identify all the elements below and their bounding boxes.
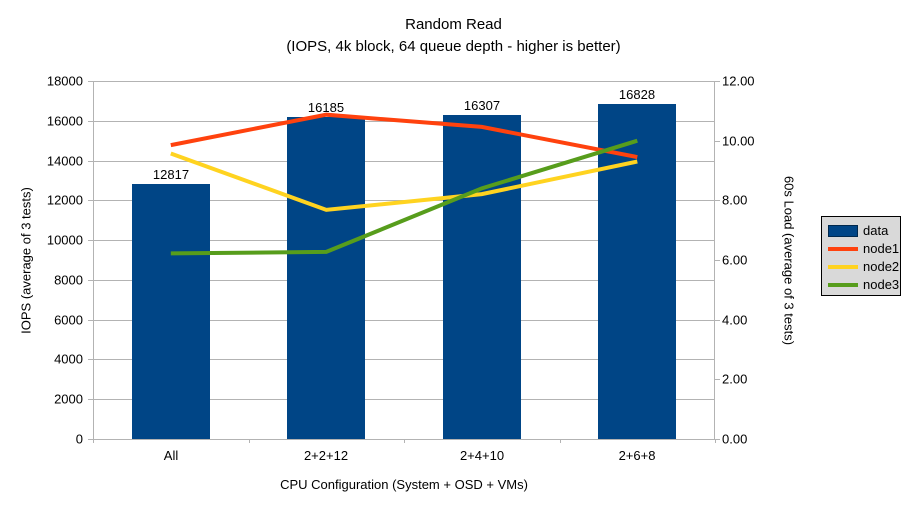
left-axis-line (93, 81, 94, 439)
left-axis-tick (88, 359, 93, 360)
bar-All (132, 184, 210, 439)
line-series-layer (170, 112, 638, 256)
gridline (93, 399, 715, 400)
left-axis-tick (88, 200, 93, 201)
right-axis-line (714, 81, 715, 439)
line-series-node1 (170, 112, 638, 160)
left-axis-tick (88, 280, 93, 281)
legend-entry-node3: node3 (828, 276, 900, 293)
left-axis-tick (88, 81, 93, 82)
chart-title: Random Read (IOPS, 4k block, 64 queue dep… (0, 14, 907, 58)
x-axis-tick (560, 439, 561, 443)
chart-legend: data node1 node2 node3 (821, 216, 901, 296)
right-axis-tick-label: 10.00 (722, 133, 755, 149)
gridline (93, 320, 715, 321)
right-axis-tick (715, 260, 720, 261)
gridline (93, 280, 715, 281)
bar-data-label: 16828 (618, 87, 656, 102)
legend-line-swatch-node3 (828, 282, 858, 287)
left-axis-tick-label: 0 (75, 431, 83, 447)
right-axis-tick-label: 0.00 (722, 431, 748, 447)
bar-2+4+10 (443, 115, 521, 439)
left-axis-tick-label: 10000 (46, 232, 83, 248)
legend-line-swatch-node1 (828, 246, 858, 251)
right-axis-tick (715, 141, 720, 142)
right-axis-tick-label: 12.00 (722, 73, 755, 89)
left-axis-tick-label: 12000 (46, 192, 83, 208)
left-axis-tick (88, 439, 93, 440)
line-series-node3 (170, 138, 638, 256)
category-label-2+4+10: 2+4+10 (459, 448, 505, 463)
right-axis-tick (715, 320, 720, 321)
x-axis-tick (404, 439, 405, 443)
x-axis-title: CPU Configuration (System + OSD + VMs) (280, 477, 528, 492)
gridline (93, 359, 715, 360)
right-axis-tick-label: 2.00 (722, 371, 748, 387)
left-axis-tick (88, 320, 93, 321)
category-label-2+2+12: 2+2+12 (303, 448, 349, 463)
legend-entry-data: data (828, 222, 900, 239)
legend-entry-node1: node1 (828, 240, 900, 257)
left-axis-tick-label: 18000 (46, 73, 83, 89)
bar-2+2+12 (287, 117, 365, 439)
legend-bar-swatch-data (828, 224, 858, 237)
legend-label-node2: node2 (863, 259, 900, 274)
bar-2+6+8 (598, 104, 676, 439)
left-axis-tick-label: 6000 (54, 312, 83, 328)
right-axis-tick (715, 200, 720, 201)
left-axis-tick-label: 14000 (46, 153, 83, 169)
left-axis-tick (88, 161, 93, 162)
x-axis-tick (93, 439, 94, 443)
line-series-node2 (170, 151, 638, 212)
gridline (93, 161, 715, 162)
legend-line-swatch-node2 (828, 264, 858, 269)
left-axis-tick (88, 240, 93, 241)
legend-label-node1: node1 (863, 241, 900, 256)
left-axis-title: IOPS (average of 3 tests) (18, 187, 34, 334)
left-axis-tick-label: 8000 (54, 272, 83, 288)
gridline (93, 81, 715, 82)
right-axis-tick (715, 439, 720, 440)
category-label-2+6+8: 2+6+8 (618, 448, 656, 463)
x-axis-tick (249, 439, 250, 443)
category-label-All: All (163, 448, 179, 463)
bar-data-label: 16185 (307, 100, 345, 115)
gridline (93, 240, 715, 241)
right-axis-tick (715, 81, 720, 82)
left-axis-tick-label: 2000 (54, 391, 83, 407)
left-axis-tick-label: 4000 (54, 351, 83, 367)
right-axis-tick-label: 8.00 (722, 192, 748, 208)
chart-title-line2: (IOPS, 4k block, 64 queue depth - higher… (286, 38, 621, 55)
x-axis-tick (715, 439, 716, 443)
left-axis-tick (88, 121, 93, 122)
right-axis-tick (715, 379, 720, 380)
left-axis-tick (88, 399, 93, 400)
bar-data-label: 16307 (463, 98, 501, 113)
right-axis-tick-label: 4.00 (722, 312, 748, 328)
legend-label-node3: node3 (863, 277, 900, 292)
left-axis-tick-label: 16000 (46, 113, 83, 129)
plot-area (88, 81, 720, 443)
bar-data-label: 12817 (152, 167, 190, 182)
chart-title-line1: Random Read (405, 16, 502, 33)
right-axis-title: 60s Load (average of 3 tests) (781, 175, 797, 346)
legend-label-data: data (863, 223, 889, 238)
legend-entry-node2: node2 (828, 258, 900, 275)
right-axis-tick-label: 6.00 (722, 252, 748, 268)
